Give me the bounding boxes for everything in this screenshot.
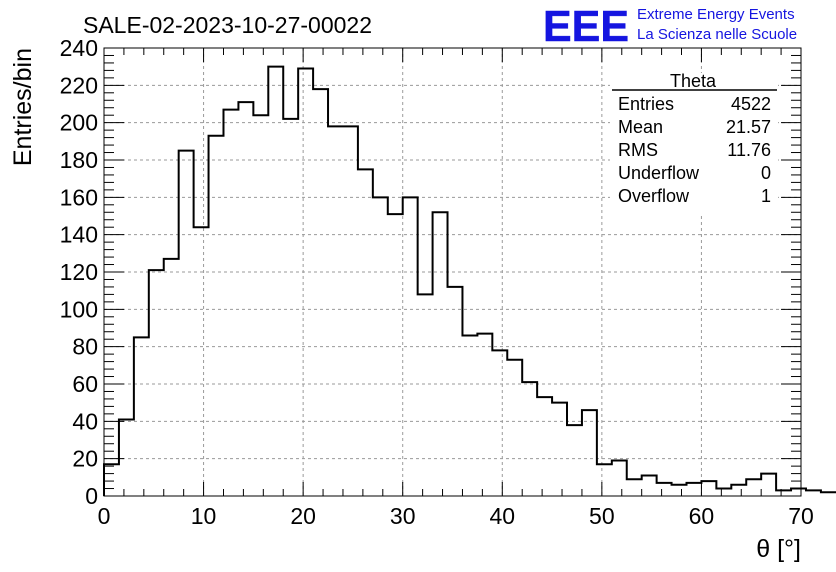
y-axis-label: Entries/bin <box>9 48 37 166</box>
y-tick-label: 180 <box>60 147 98 173</box>
y-tick-label: 80 <box>72 334 98 360</box>
x-tick-label: 60 <box>689 503 715 529</box>
x-tick-label: 30 <box>390 503 416 529</box>
y-tick-label: 220 <box>60 72 98 98</box>
x-tick-label: 20 <box>290 503 316 529</box>
y-tick-label: 100 <box>60 296 98 322</box>
y-tick-label: 140 <box>60 222 98 248</box>
stats-value: 4522 <box>731 94 771 114</box>
x-tick-label: 10 <box>191 503 217 529</box>
stats-label: Overflow <box>618 186 690 206</box>
stats-value: 11.76 <box>727 140 771 160</box>
x-tick-labels: 0 10 20 30 40 50 60 70 <box>98 503 814 529</box>
x-tick-label: 70 <box>788 503 814 529</box>
run-title: SALE-02-2023-10-27-00022 <box>83 12 372 38</box>
logo-subtitle-line1: Extreme Energy Events <box>637 6 795 23</box>
axis-ticks <box>103 47 802 497</box>
x-tick-label: 40 <box>489 503 515 529</box>
stats-label: RMS <box>618 140 658 160</box>
y-tick-label: 240 <box>60 35 98 61</box>
stats-label: Mean <box>618 117 663 137</box>
y-tick-label: 20 <box>72 446 98 472</box>
stats-label: Underflow <box>618 163 700 183</box>
stats-box: Theta Entries 4522 Mean 21.57 RMS 11.76 Underf… <box>610 71 778 213</box>
y-tick-label: 120 <box>60 259 98 285</box>
plot-frame <box>103 47 802 497</box>
x-axis-label: θ [°] <box>756 535 801 563</box>
y-tick-label: 0 <box>85 483 98 509</box>
stats-value: 0 <box>761 163 771 183</box>
stats-value: 1 <box>761 186 771 206</box>
histogram-line <box>103 65 836 496</box>
y-tick-label: 160 <box>60 184 98 210</box>
y-tick-labels: 0 20 40 60 80 100 120 140 160 180 200 220 240 <box>60 35 98 509</box>
stats-value: 21.57 <box>726 117 771 137</box>
y-tick-label: 200 <box>60 110 98 136</box>
stats-title: Theta <box>670 71 717 91</box>
stats-label: Entries <box>618 94 674 114</box>
logo-subtitle-line2: La Scienza nelle Scuole <box>637 26 797 43</box>
eee-logo: EEE <box>543 2 629 51</box>
y-tick-label: 40 <box>72 408 98 434</box>
y-tick-label: 60 <box>72 371 98 397</box>
x-tick-label: 50 <box>589 503 615 529</box>
x-tick-label: 0 <box>98 503 111 529</box>
